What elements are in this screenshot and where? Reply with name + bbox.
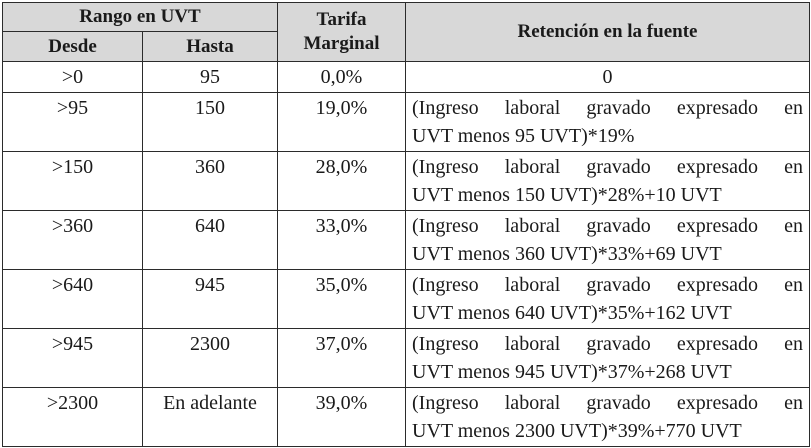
header-withholding: Retención en la fuente bbox=[405, 2, 810, 62]
header-rate-line2: Marginal bbox=[303, 33, 380, 54]
formula-line2: UVT menos 945 UVT)*37%+268 UVT bbox=[412, 361, 732, 383]
cell-to: 945 bbox=[142, 269, 278, 329]
cell-rate: 28,0% bbox=[277, 151, 406, 211]
formula-line1: (Ingreso laboral gravado expresado en bbox=[412, 274, 803, 296]
cell-rate: 35,0% bbox=[277, 269, 406, 329]
cell-rate: 19,0% bbox=[277, 92, 406, 152]
cell-rate: 0,0% bbox=[277, 61, 406, 93]
formula-line1: (Ingreso laboral gravado expresado en bbox=[412, 156, 803, 178]
header-range-group: Rango en UVT bbox=[2, 2, 278, 32]
header-to: Hasta bbox=[142, 31, 278, 62]
table-row: >150 360 28,0% (Ingreso laboral gravado … bbox=[2, 151, 810, 211]
table-row: >640 945 35,0% (Ingreso laboral gravado … bbox=[2, 269, 810, 329]
cell-rate: 39,0% bbox=[277, 387, 406, 447]
formula-line1: (Ingreso laboral gravado expresado en bbox=[412, 215, 803, 237]
table-row: >360 640 33,0% (Ingreso laboral gravado … bbox=[2, 210, 810, 270]
cell-rate: 33,0% bbox=[277, 210, 406, 270]
cell-formula: (Ingreso laboral gravado expresado en UV… bbox=[405, 151, 810, 211]
cell-to: 2300 bbox=[142, 328, 278, 388]
formula-line1: (Ingreso laboral gravado expresado en bbox=[412, 333, 803, 355]
cell-formula: (Ingreso laboral gravado expresado en UV… bbox=[405, 92, 810, 152]
header-from: Desde bbox=[2, 31, 143, 62]
table-row: >945 2300 37,0% (Ingreso laboral gravado… bbox=[2, 328, 810, 388]
cell-to: 150 bbox=[142, 92, 278, 152]
formula-line2: UVT menos 2300 UVT)*39%+770 UVT bbox=[412, 420, 742, 442]
formula-line1: (Ingreso laboral gravado expresado en bbox=[412, 392, 803, 414]
cell-formula: 0 bbox=[405, 61, 810, 93]
table-row: >0 95 0,0% 0 bbox=[2, 61, 810, 93]
table-row: >2300 En adelante 39,0% (Ingreso laboral… bbox=[2, 387, 810, 447]
header-rate-line1: Tarifa bbox=[316, 9, 367, 30]
cell-to: 95 bbox=[142, 61, 278, 93]
cell-from: >945 bbox=[2, 328, 143, 388]
formula-line2: UVT menos 150 UVT)*28%+10 UVT bbox=[412, 184, 722, 206]
cell-from: >640 bbox=[2, 269, 143, 329]
cell-from: >2300 bbox=[2, 387, 143, 447]
cell-formula: (Ingreso laboral gravado expresado en UV… bbox=[405, 328, 810, 388]
cell-from: >360 bbox=[2, 210, 143, 270]
formula-line2: UVT menos 640 UVT)*35%+162 UVT bbox=[412, 302, 732, 324]
cell-to: En adelante bbox=[142, 387, 278, 447]
cell-to: 360 bbox=[142, 151, 278, 211]
table-row: >95 150 19,0% (Ingreso laboral gravado e… bbox=[2, 92, 810, 152]
cell-from: >0 bbox=[2, 61, 143, 93]
cell-to: 640 bbox=[142, 210, 278, 270]
formula-line1: (Ingreso laboral gravado expresado en bbox=[412, 97, 803, 119]
formula-line2: UVT menos 95 UVT)*19% bbox=[412, 125, 635, 147]
cell-formula: (Ingreso laboral gravado expresado en UV… bbox=[405, 269, 810, 329]
cell-from: >150 bbox=[2, 151, 143, 211]
cell-formula: (Ingreso laboral gravado expresado en UV… bbox=[405, 210, 810, 270]
table-header: Rango en UVT Tarifa Marginal Retención e… bbox=[2, 2, 810, 62]
cell-from: >95 bbox=[2, 92, 143, 152]
table-body: >0 95 0,0% 0 >95 150 19,0% (Ingreso labo… bbox=[2, 61, 810, 447]
cell-formula: (Ingreso laboral gravado expresado en UV… bbox=[405, 387, 810, 447]
header-marginal-rate: Tarifa Marginal bbox=[277, 2, 406, 62]
cell-rate: 37,0% bbox=[277, 328, 406, 388]
formula-line2: UVT menos 360 UVT)*33%+69 UVT bbox=[412, 243, 722, 265]
